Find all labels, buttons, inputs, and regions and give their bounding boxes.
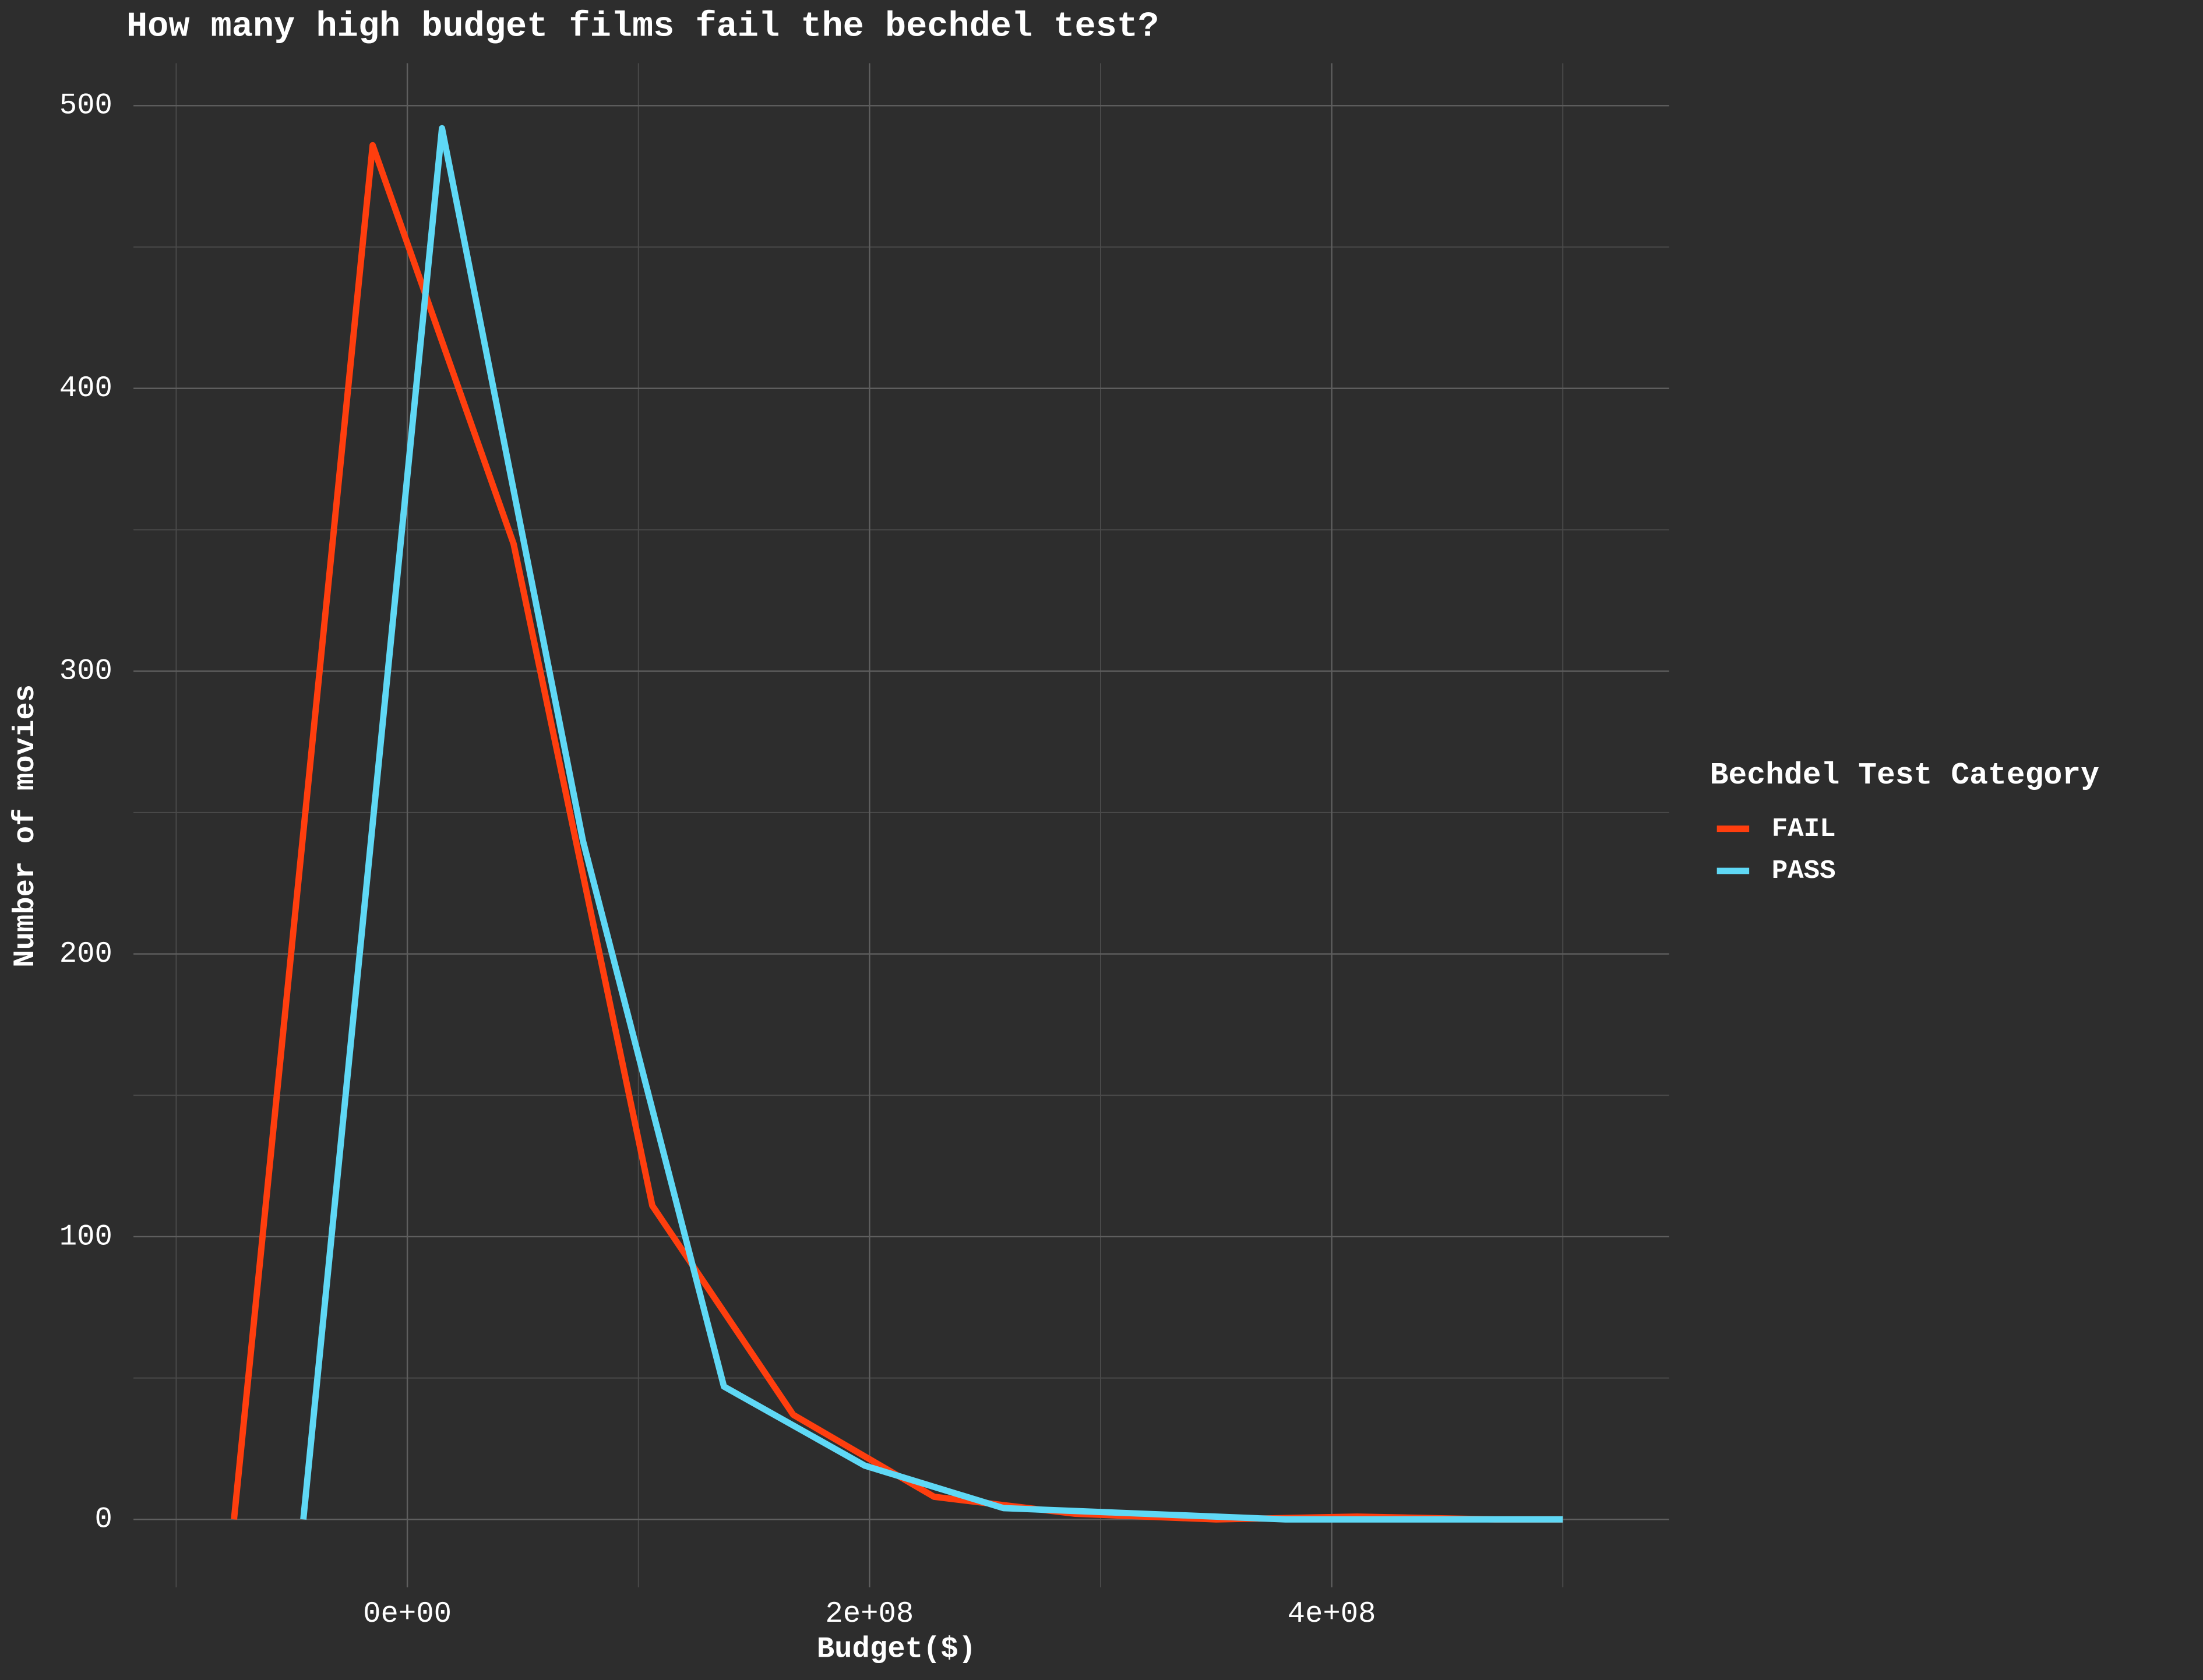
y-tick-label: 0 <box>95 1503 112 1537</box>
y-tick-label: 400 <box>59 372 112 405</box>
legend-label: PASS <box>1772 856 1836 886</box>
y-tick-label: 500 <box>59 90 112 123</box>
y-tick-label: 100 <box>59 1220 112 1254</box>
y-tick-label: 300 <box>59 655 112 689</box>
x-tick-label: 4e+08 <box>1288 1598 1376 1631</box>
series-line <box>300 125 1563 1523</box>
legend-title: Bechdel Test Category <box>1710 758 2099 793</box>
x-axis-label: Budget($) <box>817 1633 976 1666</box>
y-axis-label: Number of movies <box>9 684 43 968</box>
x-tick-label: 0e+00 <box>363 1598 452 1631</box>
legend-label: FAIL <box>1772 814 1836 844</box>
y-tick-label: 200 <box>59 938 112 971</box>
x-tick-label: 2e+08 <box>825 1598 914 1631</box>
chart-title: How many high budget films fail the bech… <box>126 8 1159 47</box>
